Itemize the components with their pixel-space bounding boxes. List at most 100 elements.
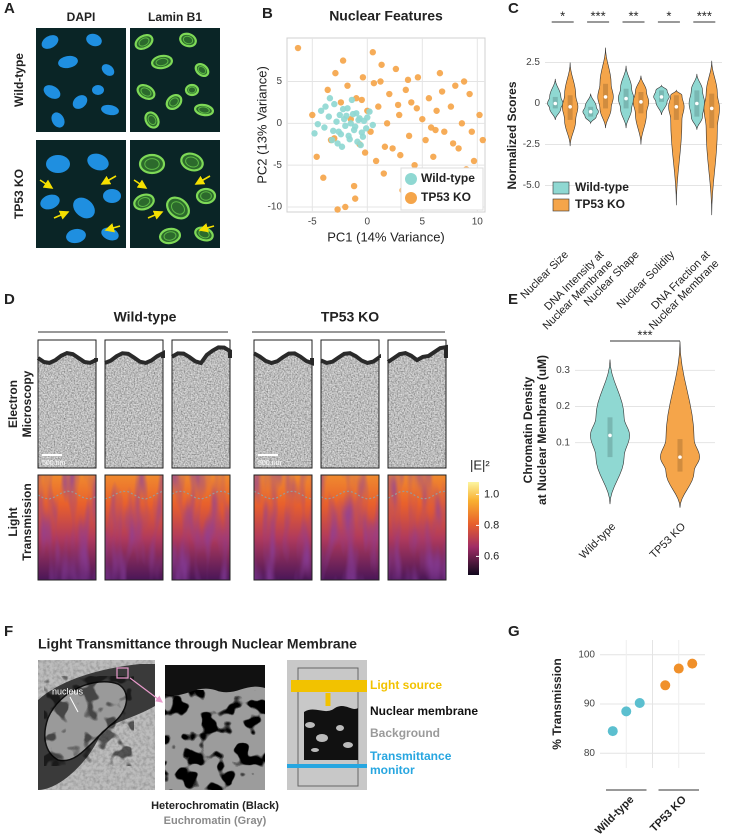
nucleus-texture bbox=[197, 65, 207, 75]
data-point bbox=[438, 88, 446, 95]
data-point bbox=[309, 111, 316, 119]
legend-label-line: Nuclear membrane bbox=[370, 704, 478, 718]
data-point bbox=[364, 114, 371, 121]
data-point bbox=[367, 128, 374, 135]
data-point bbox=[392, 65, 400, 73]
violin-median bbox=[553, 101, 558, 106]
arrow bbox=[39, 179, 54, 189]
y-tick-label: 0.3 bbox=[556, 365, 570, 376]
data-point bbox=[458, 120, 466, 127]
violin bbox=[547, 78, 564, 120]
data-point bbox=[331, 100, 338, 108]
data-point bbox=[324, 86, 331, 94]
data-point bbox=[419, 115, 426, 123]
arrow bbox=[147, 210, 164, 220]
violin bbox=[632, 75, 650, 145]
violin bbox=[668, 89, 685, 206]
panel-label: G bbox=[508, 623, 520, 640]
euchromatin bbox=[305, 722, 315, 728]
y-tick-label: 0 bbox=[534, 98, 540, 109]
nucleus bbox=[43, 85, 61, 99]
data-point bbox=[441, 128, 448, 135]
arrow bbox=[133, 179, 148, 189]
violin-box bbox=[709, 93, 715, 129]
x-tick-label: -5 bbox=[308, 217, 317, 228]
monitor bbox=[287, 764, 367, 768]
data-point bbox=[422, 136, 429, 144]
membrane-bg bbox=[105, 340, 163, 363]
image-frame bbox=[320, 339, 380, 469]
data-point bbox=[383, 120, 391, 127]
x-axis-title: PC1 (14% Variance) bbox=[327, 229, 445, 244]
data-point bbox=[432, 126, 439, 134]
nucleus-texture bbox=[140, 87, 152, 97]
nucleus-texture bbox=[144, 158, 160, 170]
legend-label: Nuclear membrane bbox=[370, 704, 478, 718]
data-point bbox=[378, 61, 385, 68]
nucleus bbox=[41, 35, 59, 49]
significance: ** bbox=[628, 8, 638, 23]
row-label: LightTransmission bbox=[6, 483, 34, 560]
panel-label: F bbox=[4, 623, 13, 640]
row-label-line: Microscopy bbox=[20, 370, 34, 437]
arrow bbox=[100, 175, 117, 185]
legend-marker bbox=[405, 192, 417, 204]
legend-marker bbox=[552, 198, 570, 212]
nucleus-texture bbox=[169, 97, 179, 107]
x-tick-label: TP53 KO bbox=[648, 520, 689, 561]
panel-label: A bbox=[4, 0, 15, 17]
data-point bbox=[396, 111, 403, 119]
colorbar-tick-label: 0.6 bbox=[484, 550, 499, 562]
membrane bbox=[104, 349, 165, 366]
data-point bbox=[317, 107, 325, 114]
data-point bbox=[352, 195, 359, 202]
arrow bbox=[53, 210, 70, 220]
legend-label-line: monitor bbox=[370, 763, 415, 777]
y-tick-label: -5.0 bbox=[523, 180, 541, 191]
nucleus bbox=[103, 189, 121, 203]
nucleus-texture bbox=[170, 201, 186, 215]
zoom-box bbox=[116, 667, 129, 679]
nucleus-label: nucleus bbox=[52, 686, 84, 696]
caption: Heterochromatin (Black) bbox=[151, 800, 279, 812]
data-point bbox=[342, 122, 349, 130]
data-point bbox=[449, 140, 457, 147]
light-streaks bbox=[105, 475, 163, 580]
violin-median bbox=[603, 95, 608, 99]
membrane-outline bbox=[171, 490, 231, 500]
data-point bbox=[607, 726, 618, 737]
legend-label: TP53 KO bbox=[421, 190, 471, 204]
violin-median bbox=[709, 106, 714, 111]
data-point bbox=[430, 153, 437, 160]
membrane bbox=[171, 345, 232, 366]
data-point bbox=[381, 143, 389, 150]
data-point bbox=[339, 57, 347, 64]
data-point bbox=[470, 157, 478, 165]
y-axis-title: Chromatin Densityat Nuclear Membrane (uM… bbox=[521, 355, 549, 505]
data-point bbox=[352, 123, 359, 130]
x-tick-label: Wild-type bbox=[577, 521, 618, 562]
data-point bbox=[358, 96, 365, 104]
nucleus bbox=[87, 153, 109, 171]
violin bbox=[562, 62, 579, 147]
membrane-bg bbox=[172, 340, 230, 363]
data-point bbox=[336, 111, 343, 119]
row-label: Wild-type bbox=[12, 53, 26, 107]
y-axis-title: Normalized Scores bbox=[505, 81, 519, 189]
violin-median bbox=[588, 109, 593, 114]
nucleus bbox=[58, 55, 78, 69]
nucleus bbox=[73, 197, 95, 219]
colorbar-tick-label: 1.0 bbox=[484, 488, 499, 500]
data-point bbox=[408, 99, 415, 106]
data-point bbox=[334, 140, 341, 147]
image-frame bbox=[253, 474, 313, 581]
violin-median bbox=[639, 100, 643, 104]
data-point bbox=[447, 103, 455, 110]
data-point bbox=[332, 69, 339, 77]
legend-label: Light source bbox=[370, 678, 442, 692]
row-label-line: Light bbox=[6, 507, 20, 536]
data-point bbox=[359, 133, 367, 140]
data-point bbox=[322, 103, 329, 110]
row-label: ElectronMicroscopy bbox=[6, 370, 34, 437]
